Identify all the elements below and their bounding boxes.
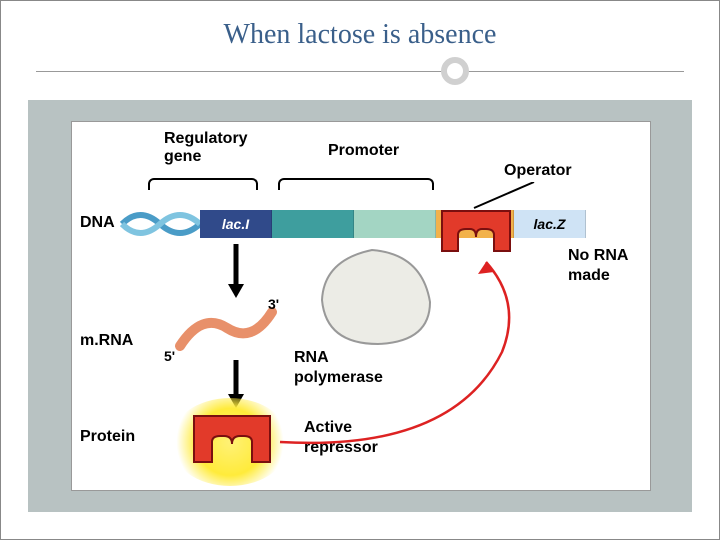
label-promoter: Promoter	[328, 142, 399, 160]
label-protein: Protein	[80, 428, 135, 446]
bracket-promoter	[278, 178, 434, 190]
ring-icon	[441, 57, 469, 85]
dna-seg-lacz: lac.Z	[514, 210, 586, 238]
mrna-shape	[172, 304, 282, 354]
dna-strip: lac.I lac.Z	[200, 210, 586, 238]
label-mrna: m.RNA	[80, 332, 133, 350]
label-5prime: 5'	[164, 348, 175, 364]
dna-seg-laci: lac.I	[200, 210, 272, 238]
arrow-transcription	[224, 242, 248, 300]
lac-operon-diagram: Regulatory gene Promoter Operator lac.I …	[71, 121, 651, 491]
bracket-regulatory	[148, 178, 258, 190]
dna-seg-prom1	[272, 210, 354, 238]
active-repressor-shape	[190, 414, 274, 470]
title-area: When lactose is absence	[81, 19, 639, 51]
label-regulatory-gene: Regulatory gene	[164, 130, 274, 166]
slide-title: When lactose is absence	[81, 19, 639, 51]
lacz-text: lac.Z	[534, 216, 566, 232]
divider-line	[36, 71, 684, 72]
operator-pointer	[464, 182, 544, 212]
label-operator: Operator	[504, 162, 572, 180]
dna-seg-prom2	[354, 210, 436, 238]
slide: When lactose is absence Regulatory gene …	[0, 0, 720, 540]
label-dna: DNA	[80, 214, 115, 232]
dna-helix-icon	[120, 204, 202, 244]
label-no-rna: No RNA made	[568, 246, 640, 286]
red-arrow-repressor-to-operator	[272, 242, 552, 462]
laci-text: lac.I	[222, 216, 249, 232]
